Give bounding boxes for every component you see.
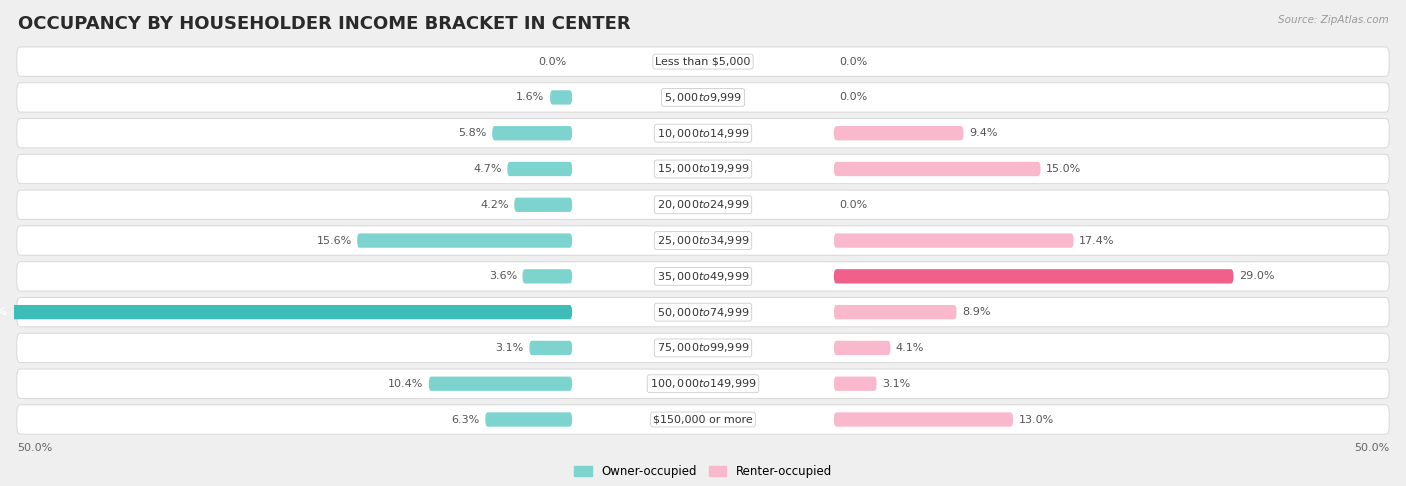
Text: $75,000 to $99,999: $75,000 to $99,999 [657,342,749,354]
FancyBboxPatch shape [485,412,572,427]
Text: $100,000 to $149,999: $100,000 to $149,999 [650,377,756,390]
Text: 8.9%: 8.9% [962,307,991,317]
Text: 0.0%: 0.0% [839,200,868,210]
FancyBboxPatch shape [0,305,572,319]
Text: 29.0%: 29.0% [1239,271,1274,281]
Text: Less than $5,000: Less than $5,000 [655,57,751,67]
Text: 13.0%: 13.0% [1018,415,1053,424]
FancyBboxPatch shape [17,297,1389,327]
Text: $50,000 to $74,999: $50,000 to $74,999 [657,306,749,319]
Text: OCCUPANCY BY HOUSEHOLDER INCOME BRACKET IN CENTER: OCCUPANCY BY HOUSEHOLDER INCOME BRACKET … [18,15,631,33]
Text: 4.2%: 4.2% [481,200,509,210]
FancyBboxPatch shape [17,261,1389,291]
Text: 0.0%: 0.0% [839,57,868,67]
FancyBboxPatch shape [17,333,1389,363]
Text: 17.4%: 17.4% [1080,236,1115,245]
Text: 50.0%: 50.0% [17,443,52,453]
FancyBboxPatch shape [429,377,572,391]
FancyBboxPatch shape [834,126,963,140]
FancyBboxPatch shape [550,90,572,104]
FancyBboxPatch shape [17,405,1389,434]
Text: $5,000 to $9,999: $5,000 to $9,999 [664,91,742,104]
Text: $15,000 to $19,999: $15,000 to $19,999 [657,162,749,175]
FancyBboxPatch shape [834,412,1012,427]
FancyBboxPatch shape [834,162,1040,176]
Text: 10.4%: 10.4% [388,379,423,389]
Text: 0.0%: 0.0% [538,57,567,67]
FancyBboxPatch shape [834,233,1074,248]
Text: Source: ZipAtlas.com: Source: ZipAtlas.com [1278,15,1389,25]
FancyBboxPatch shape [492,126,572,140]
FancyBboxPatch shape [17,190,1389,220]
FancyBboxPatch shape [17,155,1389,184]
FancyBboxPatch shape [357,233,572,248]
Text: $10,000 to $14,999: $10,000 to $14,999 [657,127,749,139]
FancyBboxPatch shape [515,198,572,212]
Text: 9.4%: 9.4% [969,128,997,138]
Text: $35,000 to $49,999: $35,000 to $49,999 [657,270,749,283]
FancyBboxPatch shape [17,369,1389,399]
Text: $150,000 or more: $150,000 or more [654,415,752,424]
Text: 15.0%: 15.0% [1046,164,1081,174]
FancyBboxPatch shape [17,119,1389,148]
FancyBboxPatch shape [834,377,876,391]
Text: 1.6%: 1.6% [516,92,544,103]
Text: 3.1%: 3.1% [496,343,524,353]
FancyBboxPatch shape [530,341,572,355]
Text: 3.1%: 3.1% [882,379,910,389]
FancyBboxPatch shape [834,341,890,355]
FancyBboxPatch shape [508,162,572,176]
Text: 4.1%: 4.1% [896,343,924,353]
FancyBboxPatch shape [17,83,1389,112]
Text: 6.3%: 6.3% [451,415,479,424]
Legend: Owner-occupied, Renter-occupied: Owner-occupied, Renter-occupied [569,460,837,483]
Text: 0.0%: 0.0% [839,92,868,103]
FancyBboxPatch shape [17,47,1389,76]
Text: $20,000 to $24,999: $20,000 to $24,999 [657,198,749,211]
FancyBboxPatch shape [834,269,1233,283]
Text: $25,000 to $34,999: $25,000 to $34,999 [657,234,749,247]
Text: 4.7%: 4.7% [474,164,502,174]
Text: 5.8%: 5.8% [458,128,486,138]
FancyBboxPatch shape [834,305,956,319]
Text: 15.6%: 15.6% [316,236,352,245]
FancyBboxPatch shape [523,269,572,283]
Text: 44.6%: 44.6% [0,307,7,317]
Text: 50.0%: 50.0% [1354,443,1389,453]
FancyBboxPatch shape [17,226,1389,255]
Text: 3.6%: 3.6% [489,271,517,281]
